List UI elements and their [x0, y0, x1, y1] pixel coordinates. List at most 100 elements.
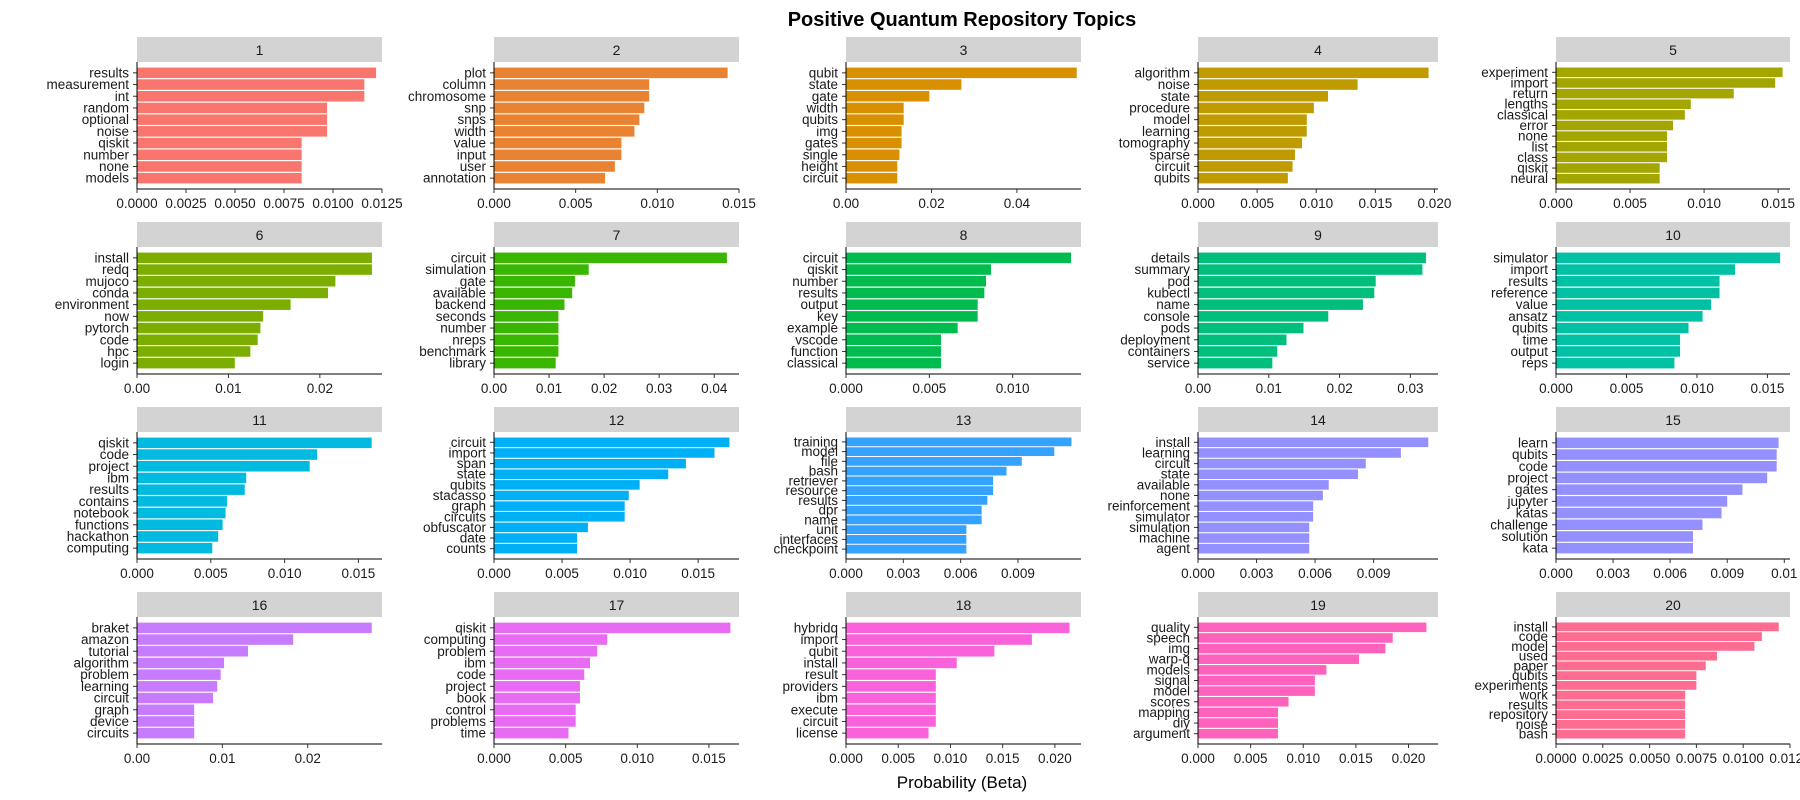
category-label: service	[1147, 356, 1190, 371]
bar-example	[846, 322, 958, 334]
category-label: width	[453, 124, 486, 139]
category-label: seconds	[436, 309, 487, 324]
category-label: height	[801, 159, 838, 174]
category-label: none	[1160, 488, 1190, 503]
bar-checkpoint	[846, 544, 967, 554]
x-tick-label: 0.00	[833, 196, 859, 211]
x-tick-label: 0.006	[1653, 566, 1687, 581]
bar-classical	[846, 357, 941, 369]
panels: 1resultsmeasurementintrandomoptionalnois…	[46, 37, 1800, 766]
bar-file	[846, 456, 1022, 466]
x-tick-label: 0.000	[829, 751, 863, 766]
bar-results	[137, 484, 245, 495]
panel-2: 2 plotcolumnchromosomesnpsnpswidthvaluein…	[408, 37, 756, 211]
category-label: available	[433, 285, 486, 300]
category-label: gates	[1515, 482, 1548, 497]
bar-classical	[1556, 110, 1685, 120]
bar-time	[1556, 334, 1681, 346]
bar-qubits	[1556, 449, 1777, 460]
bar-circuit	[494, 252, 727, 264]
category-label: qiskit	[1517, 161, 1548, 176]
category-label: counts	[446, 541, 486, 556]
bar-available	[1198, 480, 1329, 490]
category-label: install	[803, 655, 838, 670]
category-label: file	[821, 454, 838, 469]
bar-conda	[137, 287, 329, 299]
x-tick-label: 0.015	[681, 566, 715, 581]
x-tick-label: 0.006	[1298, 566, 1332, 581]
x-tick-label: 0.000	[829, 381, 863, 396]
category-label: circuit	[803, 171, 839, 186]
bar-machine	[1198, 533, 1310, 543]
bar-reinforcement	[1198, 501, 1314, 511]
category-label: mujoco	[85, 274, 129, 289]
bar-qubits	[846, 114, 904, 125]
category-label: problems	[430, 714, 486, 729]
category-label: dpr	[818, 503, 838, 518]
x-tick-label: 0.010	[1680, 381, 1714, 396]
category-label: retriever	[788, 473, 838, 488]
bar-diy	[1198, 718, 1278, 728]
x-tick-label: 0.02	[591, 381, 617, 396]
category-label: kata	[1522, 541, 1548, 556]
bar-functions	[137, 519, 223, 531]
panel-16: 16 braketamazontutorialalgorithmproblemle…	[73, 592, 382, 766]
bar-vscode	[846, 334, 941, 346]
bar-experiments	[1556, 680, 1697, 690]
panel-11: 11 qiskitcodeprojectibmresultscontainsnot…	[67, 407, 382, 581]
x-tick-label: 0.0100	[312, 196, 353, 211]
category-label: install	[1513, 619, 1548, 634]
category-label: qubit	[809, 65, 839, 80]
bar-height	[846, 161, 898, 172]
category-label: now	[104, 309, 129, 324]
strip-background	[1556, 222, 1790, 247]
bar-code	[494, 669, 585, 680]
x-tick-label: 0.005	[881, 751, 915, 766]
x-tick-label: 0.003	[886, 566, 920, 581]
x-tick-label: 0.003	[1596, 566, 1630, 581]
bar-computing	[137, 542, 213, 554]
bar-argument	[1198, 728, 1278, 739]
x-tick-label: 0.03	[1397, 381, 1423, 396]
category-label: reference	[1491, 285, 1548, 300]
x-tick-label: 0.009	[1357, 566, 1391, 581]
bar-reference	[1556, 287, 1720, 299]
bar-warp-q	[1198, 654, 1360, 665]
category-label: snp	[464, 100, 486, 115]
bar-name	[846, 515, 982, 525]
category-label: models	[85, 171, 129, 186]
bar-mapping	[1198, 707, 1278, 718]
bar-qiskit	[494, 622, 731, 634]
category-label: containers	[1128, 344, 1191, 359]
bar-tutorial	[137, 645, 248, 657]
strip-label: 15	[1665, 412, 1681, 428]
x-tick-label: 0.000	[120, 566, 154, 581]
panel-6: 6 installredqmujococondaenvironmentnowpyt…	[55, 222, 382, 396]
category-label: result	[805, 667, 838, 682]
category-label: code	[100, 447, 129, 462]
panel-10: 10 simulatorimportresultsreferencevaluean…	[1491, 222, 1790, 396]
x-tick-label: 0.020	[1392, 751, 1426, 766]
category-label: experiment	[1481, 65, 1548, 80]
bar-model	[1556, 641, 1755, 651]
category-label: simulation	[425, 262, 486, 277]
strip-label: 12	[609, 412, 625, 428]
category-label: resource	[785, 483, 838, 498]
category-label: circuit	[1155, 456, 1191, 471]
strip-background	[137, 592, 382, 617]
bar-state	[846, 79, 962, 90]
category-label: control	[445, 702, 486, 717]
bar-providers	[846, 681, 936, 692]
category-label: experiments	[1474, 678, 1548, 693]
bar-model	[846, 447, 1055, 457]
category-label: qubits	[1154, 171, 1190, 186]
bar-learning	[137, 681, 218, 692]
bar-challenge	[1556, 519, 1703, 531]
bar-import	[1556, 78, 1776, 88]
x-tick-label: 0.015	[1751, 381, 1785, 396]
x-tick-label: 0.00	[481, 381, 507, 396]
bar-circuit	[494, 437, 730, 448]
category-label: signal	[1155, 673, 1190, 688]
bar-qiskit	[137, 437, 372, 449]
category-label: deployment	[1120, 332, 1190, 347]
